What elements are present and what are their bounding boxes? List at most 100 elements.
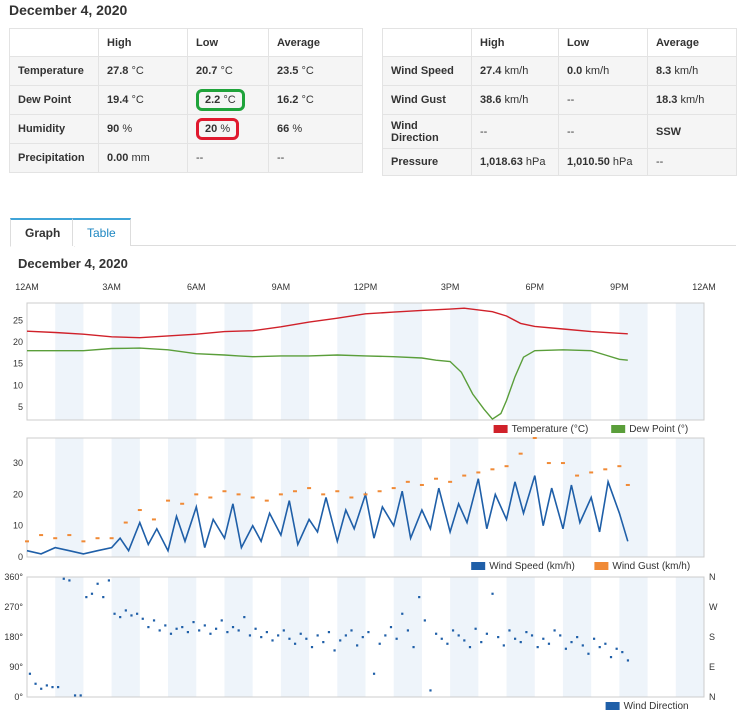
legend-swatch	[611, 425, 626, 433]
hour-band	[224, 303, 253, 420]
tab-graph[interactable]: Graph	[10, 218, 76, 247]
data-point	[361, 636, 364, 639]
y-tick-label: 30	[13, 458, 23, 468]
data-point	[589, 471, 594, 474]
table-row: Wind Direction -- -- SSW	[382, 114, 737, 149]
y-tick-label: 25	[13, 315, 23, 325]
data-point	[476, 471, 481, 474]
y-tick-label-right: W	[709, 602, 718, 612]
data-point	[349, 496, 354, 499]
data-point	[147, 626, 150, 629]
data-point	[372, 672, 376, 675]
data-point	[603, 468, 608, 471]
cell-high: 27.4 km/h	[471, 56, 559, 86]
hour-band	[393, 303, 422, 420]
weather-charts: 12AM 3AM 6AM 9AM 12PM 3PM 6PM 9PM 12AM 5 10 15 20 25 D…	[4, 282, 718, 712]
row-label: Wind Speed	[382, 56, 472, 86]
data-point	[292, 490, 297, 493]
cell-avg: 66 %	[268, 114, 363, 144]
table-row: Temperature 27.8 °C 20.7 °C 23.5 °C	[9, 56, 363, 86]
x-tick-label: 3AM	[102, 282, 121, 292]
data-point	[542, 637, 545, 640]
data-point	[389, 626, 393, 629]
data-point	[250, 496, 255, 499]
column-header: High	[471, 28, 559, 57]
table-row: Humidity 90 % 20 % 66 %	[9, 114, 363, 144]
data-point	[327, 631, 331, 634]
hour-band	[675, 303, 704, 420]
row-label: Wind Gust	[382, 85, 472, 115]
data-point	[553, 629, 556, 632]
data-point	[226, 631, 229, 634]
series-line	[27, 347, 628, 421]
data-point	[102, 596, 105, 599]
cell-low: --	[558, 114, 648, 149]
data-point	[68, 579, 71, 582]
data-point	[209, 632, 212, 635]
hour-band	[280, 303, 310, 420]
data-point	[40, 687, 43, 690]
legend-swatch	[493, 425, 508, 433]
data-point	[401, 612, 404, 615]
data-point	[107, 579, 111, 582]
data-point	[418, 596, 421, 599]
column-header	[9, 28, 99, 57]
row-label: Precipitation	[9, 143, 99, 173]
data-point	[175, 627, 178, 630]
x-tick-label: 6AM	[187, 282, 206, 292]
data-point	[363, 493, 368, 496]
x-tick-label: 12PM	[354, 282, 378, 292]
data-point	[123, 521, 128, 524]
data-point	[367, 631, 370, 634]
cell-low: --	[558, 85, 648, 115]
legend-label: Wind Gust (km/h)	[612, 561, 690, 572]
legend-label: Wind Speed (km/h)	[489, 561, 575, 572]
data-point	[264, 499, 269, 502]
highlight-red: 20 %	[196, 118, 240, 140]
cell-avg: 16.2 °C	[268, 85, 363, 115]
x-tick-label: 9PM	[610, 282, 629, 292]
row-label: Humidity	[9, 114, 99, 144]
column-header: Average	[268, 28, 363, 57]
data-point	[299, 632, 302, 635]
plot-frame	[26, 437, 705, 558]
cell-high: 1,018.63 hPa	[471, 148, 559, 176]
y-tick-label: 0	[18, 552, 23, 562]
data-point	[231, 626, 235, 629]
row-label: Temperature	[9, 56, 99, 86]
data-point	[124, 609, 127, 612]
data-point	[575, 474, 580, 477]
data-point	[220, 619, 223, 622]
data-point	[419, 483, 424, 486]
y-tick-label: 15	[13, 359, 23, 369]
hour-band	[168, 303, 197, 420]
legend-label: Temperature (°C)	[512, 424, 589, 435]
tab-table[interactable]: Table	[72, 218, 131, 246]
hour-band	[280, 577, 310, 697]
data-point	[307, 487, 312, 490]
data-point	[180, 502, 185, 505]
data-point	[504, 465, 509, 468]
data-point	[81, 540, 86, 543]
data-point	[617, 465, 622, 468]
cell-high: --	[471, 114, 559, 149]
data-point	[377, 490, 382, 493]
data-point	[440, 637, 443, 640]
legend-label: Wind Direction	[624, 701, 689, 712]
data-point	[615, 647, 618, 650]
data-point	[169, 632, 173, 635]
data-point	[305, 637, 308, 640]
cell-low: 2.2 °C	[187, 85, 269, 115]
data-point	[490, 468, 495, 471]
plot-frame	[26, 576, 705, 698]
data-point	[626, 659, 630, 662]
data-point	[260, 636, 263, 639]
row-label: Pressure	[382, 148, 472, 176]
y-tick-label-right: N	[709, 572, 716, 582]
data-point	[248, 634, 252, 637]
data-point	[265, 631, 268, 634]
cell-avg: 23.5 °C	[268, 56, 363, 86]
legend-swatch	[605, 702, 620, 710]
data-point	[485, 632, 488, 635]
column-header: Low	[187, 28, 269, 57]
